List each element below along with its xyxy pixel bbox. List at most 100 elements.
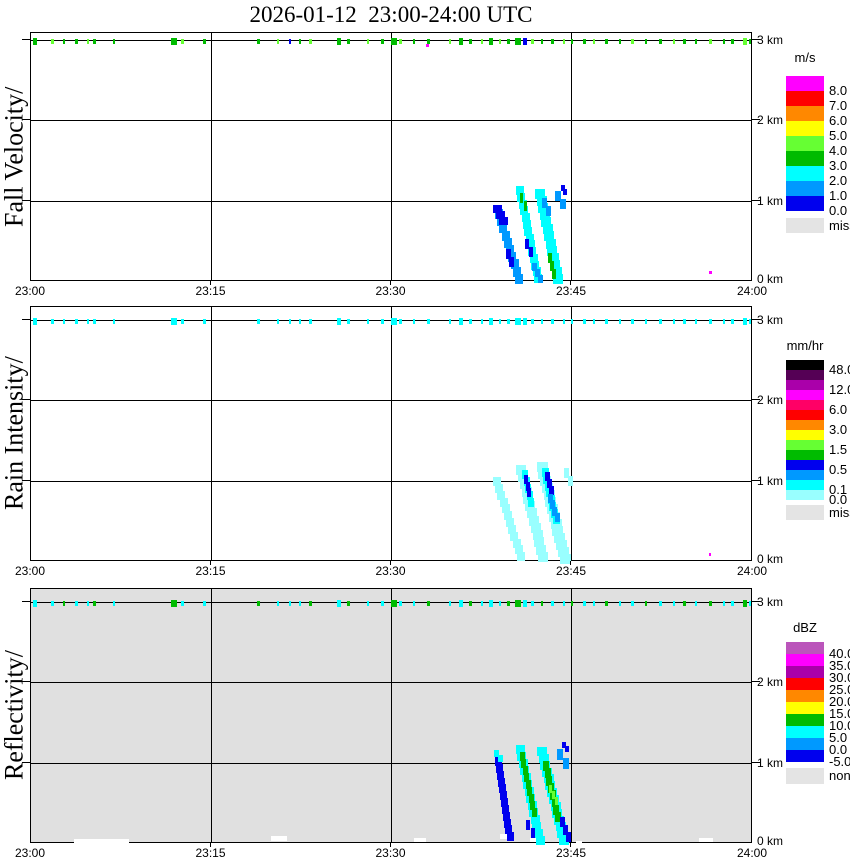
legend-units-label: mm/hr	[786, 338, 824, 353]
echo-dot	[337, 38, 341, 45]
x-tick	[209, 561, 211, 565]
precip-cell	[547, 246, 557, 256]
precip-cell	[498, 778, 505, 787]
echo-dot	[531, 319, 534, 324]
echo-dot	[723, 39, 725, 44]
km-label: 3 km	[757, 33, 784, 47]
legend-color-block	[786, 151, 824, 166]
echo-dot	[413, 39, 415, 44]
precip-cell	[552, 267, 562, 277]
precip-cell	[542, 198, 547, 208]
precip-cell	[500, 791, 507, 800]
precip-cell	[548, 494, 553, 503]
echo-dot	[347, 601, 350, 606]
precip-cell	[535, 269, 540, 277]
km-label: 1 km	[757, 473, 784, 488]
legend-value-label: 48.0	[829, 362, 850, 377]
legend-value-label: 30.0	[829, 670, 850, 685]
precip-cell	[521, 759, 526, 768]
echo-dot	[515, 318, 521, 325]
y-tick-right	[752, 39, 760, 40]
precip-cell	[500, 498, 508, 507]
echo-dot	[203, 601, 206, 606]
precip-cell	[555, 797, 558, 805]
precip-cell	[560, 554, 571, 564]
echo-dot	[93, 39, 96, 44]
echo-dot	[51, 39, 54, 44]
time-label: 23:30	[375, 564, 406, 578]
legend-value-label: 2.0	[829, 173, 848, 188]
legend-value-label: 15.0	[829, 706, 850, 721]
echo-dot	[593, 601, 595, 606]
precip-cell	[552, 526, 563, 536]
y-tick-right	[752, 601, 760, 602]
echo-dot	[619, 601, 621, 606]
echo-dot	[289, 319, 291, 324]
precip-cell	[526, 482, 530, 491]
echo-dot	[459, 600, 463, 607]
echo-dot	[673, 601, 675, 606]
echo-dot	[631, 319, 634, 324]
precip-cell	[523, 220, 531, 229]
time-label: 23:45	[555, 564, 587, 578]
echo-dot	[731, 601, 734, 606]
panel-fall-velocity	[30, 32, 752, 284]
precip-cell	[551, 519, 562, 529]
echo-dot	[181, 39, 184, 44]
legend-value-label: 1.0	[829, 188, 848, 203]
data-cell	[500, 834, 507, 839]
ylabel-fall-velocity: Fall Velocity/	[0, 86, 29, 227]
precip-cell	[515, 274, 523, 284]
precip-cell	[501, 798, 508, 807]
echo-dot	[489, 38, 493, 45]
echo-dot	[381, 39, 384, 44]
legend-value-label: 12.0	[829, 382, 850, 397]
y-tick-left	[22, 761, 30, 763]
echo-dot	[683, 39, 686, 44]
ylabel-rain-intensity: Rain Intensity/	[0, 356, 29, 511]
y-tick-left	[22, 479, 30, 481]
time-label: 24:00	[736, 564, 768, 578]
precip-cell	[508, 525, 516, 534]
echo-dot	[683, 319, 686, 324]
echo-dot	[695, 601, 697, 606]
precip-cell	[541, 217, 551, 227]
data-cell	[530, 838, 536, 842]
echo-dot	[723, 601, 725, 606]
echo-dot	[51, 601, 54, 606]
echo-dot	[87, 601, 89, 606]
gridline-vertical	[390, 589, 392, 842]
precip-cell	[552, 269, 556, 279]
precip-cell	[520, 752, 525, 761]
legend-units-label: m/s	[794, 50, 816, 65]
precip-cell	[522, 470, 528, 479]
time-label: 23:15	[195, 564, 226, 578]
echo-dot	[743, 318, 747, 325]
precip-cell	[527, 240, 535, 249]
x-tick	[570, 281, 571, 285]
legend-color-block	[786, 370, 824, 380]
echo-dot	[171, 318, 177, 325]
precip-cell	[516, 465, 526, 475]
precip-cell	[505, 825, 512, 834]
gridline-vertical	[210, 33, 212, 280]
echo-dot	[481, 39, 483, 44]
precip-cell	[506, 249, 511, 259]
x-tick	[570, 561, 571, 565]
precip-cell	[504, 511, 512, 520]
precip-cell	[557, 749, 563, 760]
precip-cell	[536, 836, 545, 845]
echo-dot	[33, 318, 37, 325]
data-cell	[576, 841, 582, 844]
precip-cell	[526, 234, 534, 243]
time-label: 23:00	[14, 846, 46, 860]
echo-dot	[583, 601, 586, 606]
echo-dot	[659, 319, 662, 324]
gridline-vertical	[571, 33, 572, 280]
gridline-vertical	[210, 589, 212, 842]
legend-color-block	[786, 450, 824, 460]
x-tick	[389, 561, 391, 565]
precip-cell	[519, 200, 527, 209]
echo-dot	[399, 319, 402, 324]
echo-dot	[593, 319, 595, 324]
